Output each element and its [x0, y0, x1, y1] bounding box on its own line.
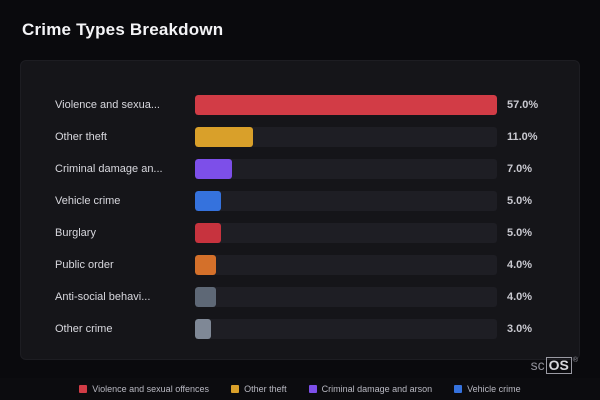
bar-fill [195, 255, 217, 275]
bar-track [195, 255, 497, 275]
bar-track [195, 95, 497, 115]
legend-label: Criminal damage and arson [321, 384, 433, 394]
bar-fill [195, 223, 222, 243]
category-label: Criminal damage an... [55, 163, 163, 175]
legend-swatch-icon [231, 385, 240, 393]
bar-row: Violence and sexua... 57.0% [55, 89, 563, 121]
bar-fill [195, 319, 211, 339]
category-label: Public order [55, 259, 114, 271]
chart-legend: Violence and sexual offences Other theft… [0, 378, 600, 400]
legend-swatch-icon [79, 385, 88, 393]
category-label: Burglary [55, 227, 96, 239]
value-label: 5.0% [507, 195, 533, 207]
legend-swatch-icon [454, 385, 463, 393]
legend-item-vehicle-crime[interactable]: Vehicle crime [454, 384, 521, 394]
value-label: 4.0% [507, 259, 533, 271]
legend-item-other-theft[interactable]: Other theft [231, 384, 287, 394]
value-label: 57.0% [507, 99, 539, 111]
bar-fill [195, 127, 254, 147]
watermark-registered: ® [572, 357, 578, 364]
bar-fill [195, 191, 222, 211]
bar-row: Anti-social behavi... 4.0% [55, 281, 563, 313]
category-label: Anti-social behavi... [55, 291, 151, 303]
bar-track [195, 223, 497, 243]
watermark-logo: OS [545, 357, 572, 374]
category-label: Other theft [55, 131, 107, 143]
page-title: Crime Types Breakdown [22, 20, 224, 39]
chart-card: Violence and sexua... 57.0% Other theft … [20, 60, 580, 360]
legend-label: Vehicle crime [467, 384, 521, 394]
category-label: Other crime [55, 323, 113, 335]
bar-track [195, 127, 497, 147]
legend-item-criminal-damage[interactable]: Criminal damage and arson [308, 384, 433, 394]
bar-track [195, 191, 497, 211]
bar-fill [195, 287, 217, 307]
value-label: 4.0% [507, 291, 533, 303]
category-label: Vehicle crime [55, 195, 121, 207]
legend-item-violence[interactable]: Violence and sexual offences [79, 384, 209, 394]
legend-label: Violence and sexual offences [92, 384, 210, 394]
legend-label: Other theft [244, 384, 287, 394]
bar-fill [195, 95, 497, 115]
bar-track [195, 287, 497, 307]
bar-row: Criminal damage an... 7.0% [55, 153, 563, 185]
bar-fill [195, 159, 233, 179]
bar-row: Other theft 11.0% [55, 121, 563, 153]
value-label: 7.0% [507, 163, 533, 175]
bar-row: Burglary 5.0% [55, 217, 563, 249]
bar-row: Vehicle crime 5.0% [55, 185, 563, 217]
bar-row: Other crime 3.0% [55, 313, 563, 345]
watermark-text: sc [530, 357, 545, 373]
category-label: Violence and sexua... [55, 99, 160, 111]
scos-watermark: sc OS ® [531, 357, 578, 374]
bar-track [195, 319, 497, 339]
value-label: 5.0% [507, 227, 533, 239]
legend-swatch-icon [308, 385, 317, 393]
bar-row: Public order 4.0% [55, 249, 563, 281]
value-label: 3.0% [507, 323, 533, 335]
bar-track [195, 159, 497, 179]
value-label: 11.0% [507, 131, 538, 143]
